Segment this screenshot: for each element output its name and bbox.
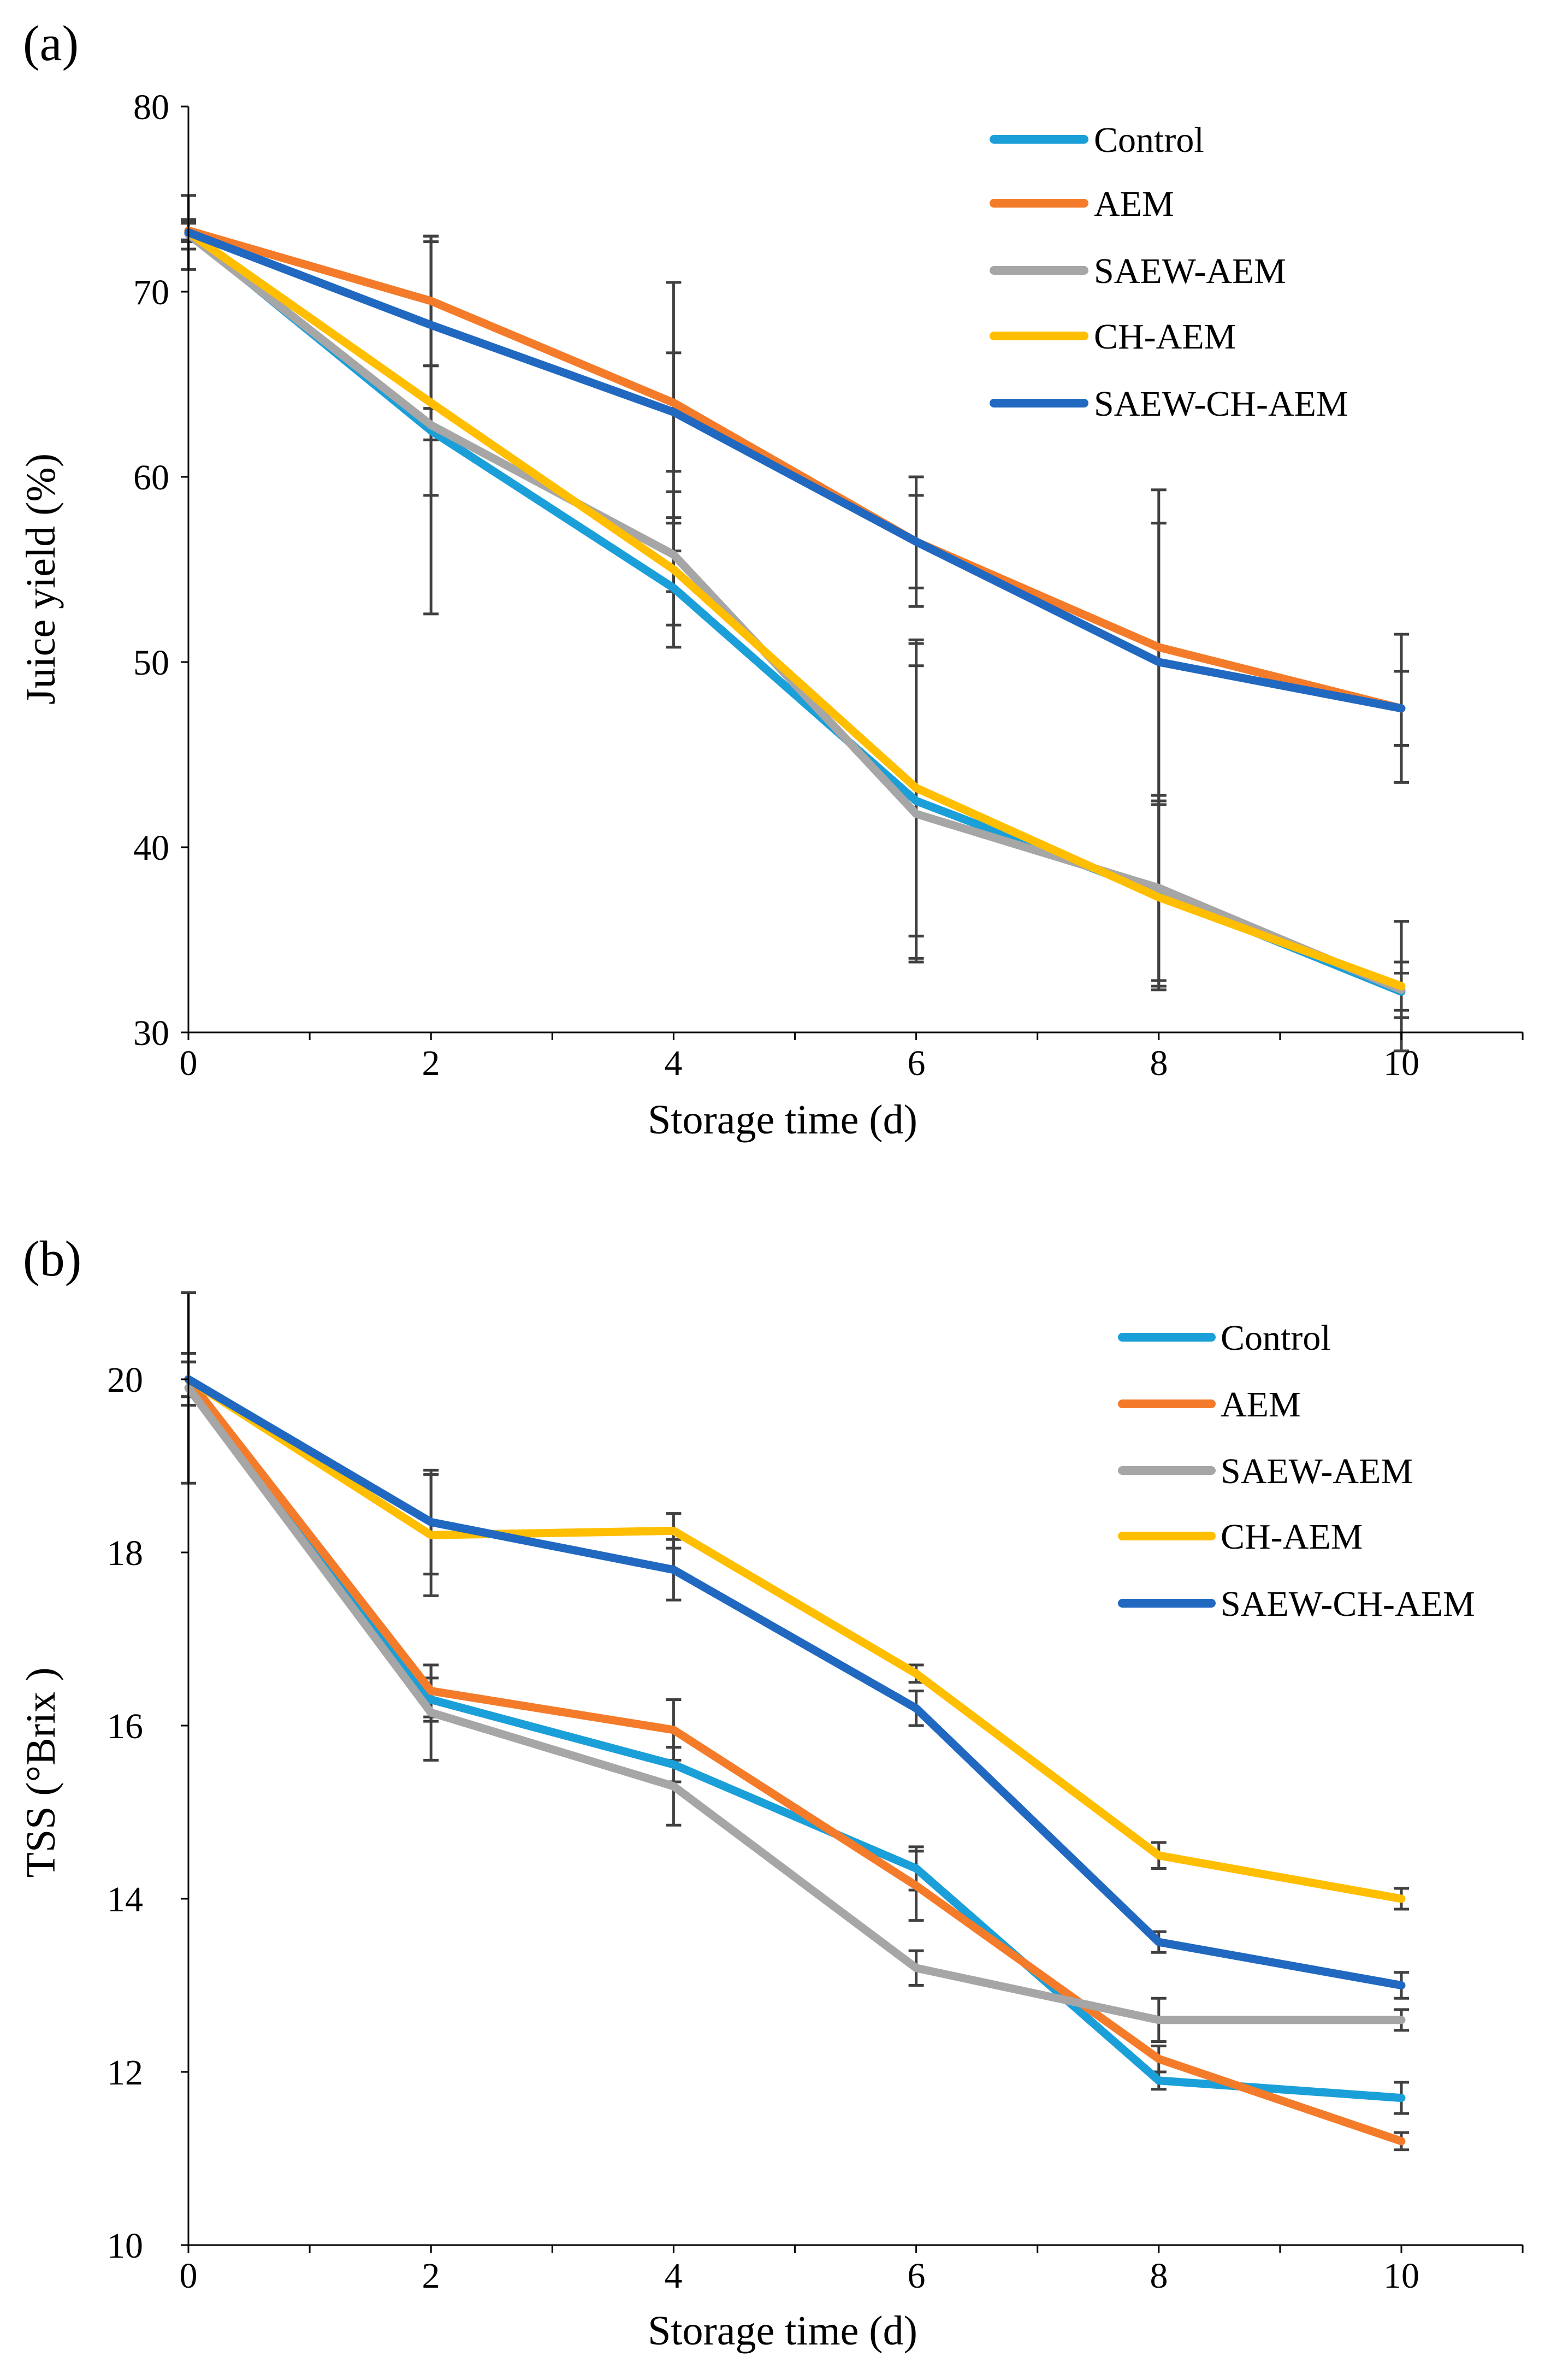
series-line-ch-aem (184, 228, 1406, 990)
legend-item-ch-aem: CH-AEM (1118, 1517, 1363, 1557)
panel-b-label: (b) (23, 1231, 81, 1286)
panel-a-ytick-label: 60 (133, 458, 169, 498)
panel-a-ytick-label: 70 (133, 273, 169, 312)
legend-item-saew-ch-aem: SAEW-CH-AEM (1118, 1584, 1475, 1624)
legend-item-saew-aem: SAEW-AEM (1118, 1451, 1413, 1491)
panel-b-x-axis-title: Storage time (d) (648, 2308, 917, 2354)
series-line-aem (184, 1375, 1406, 2146)
legend-item-control: Control (990, 120, 1204, 160)
panel-a-xtick-label: 0 (180, 1043, 198, 1083)
panel-b-xtick-label: 8 (1150, 2256, 1168, 2296)
panel-b-xtick-label: 2 (422, 2256, 440, 2296)
legend-label-aem: AEM (1094, 184, 1174, 224)
panel-b-xtick-label: 0 (180, 2256, 198, 2296)
panel-a-ytick-label: 40 (133, 828, 169, 868)
panel-b-ytick-label: 18 (107, 1533, 143, 1573)
legend-label-ch-aem: CH-AEM (1094, 317, 1236, 357)
panel-b-axes (181, 1294, 1524, 2253)
panel-a-axes (181, 105, 1524, 1040)
panel-a-x-tick-labels: 0 2 4 6 8 10 (180, 1043, 1420, 1083)
panel-a-y-tick-labels: 30 40 50 60 70 80 (133, 87, 169, 1053)
panel-b-ytick-label: 20 (107, 1360, 143, 1400)
panel-b-xtick-label: 4 (665, 2256, 683, 2296)
panel-b-ytick-label: 14 (107, 1880, 143, 1920)
panel-b-tss-chart: (b) 10 12 14 16 18 20 0 2 4 6 8 10 Stora… (18, 1231, 1524, 2354)
legend-label-saew-aem: SAEW-AEM (1221, 1451, 1413, 1491)
panel-b-y-axis-title: TSS (°Brix ) (18, 1667, 64, 1877)
panel-a-xtick-label: 2 (422, 1043, 440, 1083)
panel-a-xtick-label: 4 (665, 1043, 683, 1083)
panel-a-xtick-label: 6 (908, 1043, 926, 1083)
panel-a-juice-yield-chart: (a) 30 40 50 60 70 80 0 2 4 6 8 10 Stora… (18, 15, 1524, 1143)
panel-b-xtick-label: 10 (1383, 2256, 1419, 2296)
panel-b-xtick-label: 6 (908, 2256, 926, 2296)
panel-b-legend: Control AEM SAEW-AEM CH-AEM SAEW-CH-AEM (1118, 1318, 1475, 1624)
panel-b-ytick-label: 10 (107, 2226, 143, 2266)
legend-item-aem: AEM (1118, 1385, 1301, 1425)
legend-item-saew-aem: SAEW-AEM (990, 251, 1286, 291)
legend-label-control: Control (1221, 1318, 1331, 1358)
legend-label-saew-ch-aem: SAEW-CH-AEM (1094, 384, 1348, 424)
legend-item-aem: AEM (990, 184, 1174, 224)
legend-item-control: Control (1118, 1318, 1331, 1358)
panel-a-y-axis-title: Juice yield (%) (18, 453, 64, 705)
panel-b-x-tick-labels: 0 2 4 6 8 10 (180, 2256, 1420, 2296)
legend-label-control: Control (1094, 120, 1204, 160)
panel-a-label: (a) (23, 15, 79, 71)
panel-a-ytick-label: 50 (133, 643, 169, 683)
legend-label-saew-ch-aem: SAEW-CH-AEM (1221, 1584, 1475, 1624)
panel-a-xtick-label: 10 (1383, 1043, 1419, 1083)
legend-label-aem: AEM (1221, 1385, 1301, 1425)
panel-b-ytick-label: 16 (107, 1706, 143, 1746)
panel-a-ytick-label: 30 (133, 1013, 169, 1053)
panel-a-series-lines (184, 226, 1406, 996)
series-line-control (184, 1375, 1406, 2103)
series-line-saew-ch-aem (184, 1375, 1406, 1989)
series-line-saew-ch-aem (184, 228, 1406, 713)
series-line-saew-aem (184, 1384, 1406, 2024)
legend-item-ch-aem: CH-AEM (990, 317, 1236, 357)
legend-label-ch-aem: CH-AEM (1221, 1517, 1363, 1557)
legend-item-saew-ch-aem: SAEW-CH-AEM (990, 384, 1348, 424)
legend-label-saew-aem: SAEW-AEM (1094, 251, 1286, 291)
panel-b-series-lines (184, 1375, 1406, 2146)
series-line-ch-aem (184, 1375, 1406, 1903)
panel-a-legend: Control AEM SAEW-AEM CH-AEM SAEW-CH-AEM (990, 120, 1348, 424)
panel-a-x-axis-title: Storage time (d) (648, 1097, 917, 1143)
series-line-saew-aem (184, 230, 1406, 994)
panel-a-ytick-label: 80 (133, 87, 169, 127)
panel-b-ytick-label: 12 (107, 2053, 143, 2093)
panel-a-xtick-label: 8 (1150, 1043, 1168, 1083)
panel-b-y-tick-labels: 10 12 14 16 18 20 (107, 1360, 143, 2266)
